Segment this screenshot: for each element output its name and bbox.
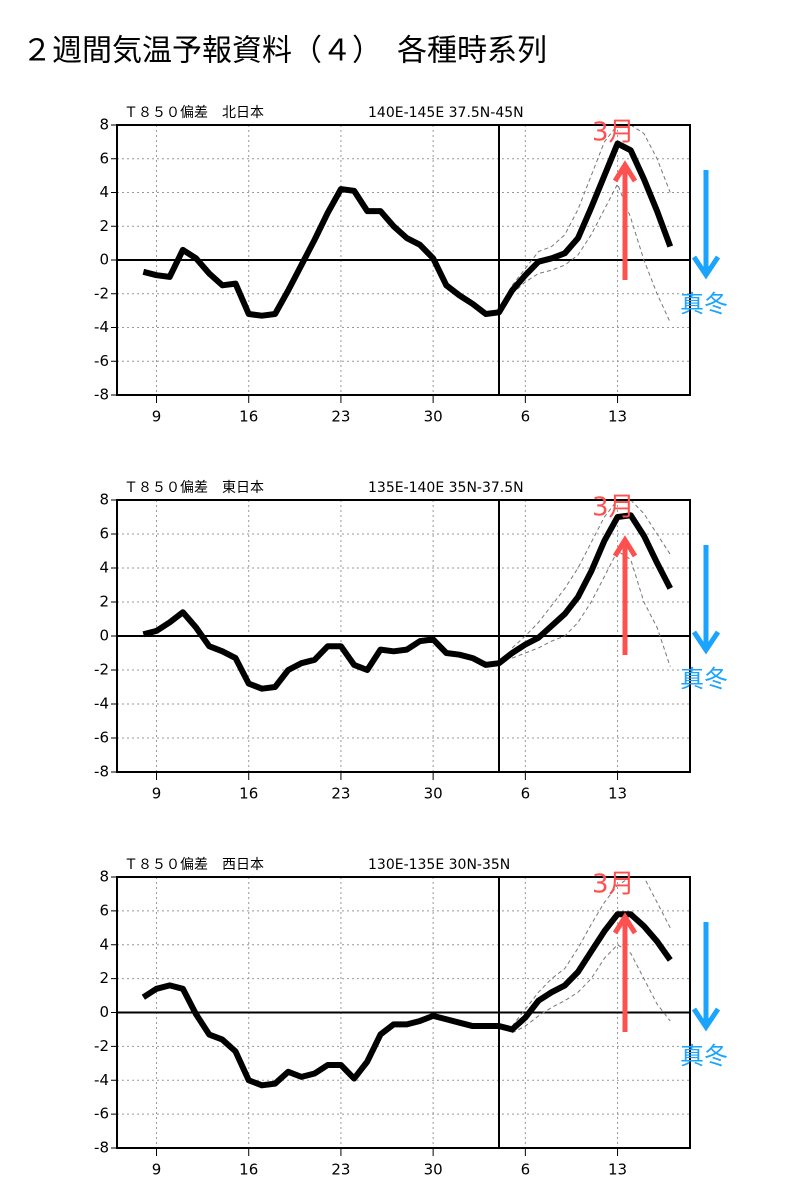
page-title: ２週間気温予報資料（４） 各種時系列: [22, 34, 547, 69]
y-tick-label: 6: [99, 149, 109, 167]
x-tick-label: 30: [424, 408, 443, 426]
data-line: [142, 512, 673, 692]
chart-subtitle: 135E-140E 35N-37.5N: [368, 480, 524, 496]
x-tick-label: 13: [608, 785, 627, 803]
x-tick-label: 6: [521, 408, 531, 426]
y-tick-label: -2: [94, 1037, 109, 1055]
x-tick-label: 13: [608, 1161, 627, 1179]
x-tick-label: 6: [521, 785, 531, 803]
y-tick-label: 6: [99, 525, 109, 543]
annotation-red: 3月: [592, 870, 635, 900]
x-tick-label: 23: [331, 785, 350, 803]
x-tick-label: 23: [331, 1161, 350, 1179]
y-tick-label: -2: [94, 661, 109, 679]
x-tick-label: 30: [424, 785, 443, 803]
chart-title: Ｔ８５０偏差 東日本: [124, 480, 264, 496]
y-tick-label: 2: [99, 969, 109, 987]
annotation-blue: 真冬: [680, 290, 728, 318]
y-tick-label: -8: [94, 1139, 109, 1157]
y-tick-label: -8: [94, 386, 109, 404]
y-tick-label: -4: [94, 318, 109, 336]
y-tick-label: -6: [94, 352, 109, 370]
ensemble-line: [511, 182, 671, 323]
blue-arrow-head: [691, 255, 721, 280]
red-arrow-head: [612, 160, 638, 183]
x-tick-label: 6: [521, 1161, 531, 1179]
x-tick-label: 9: [152, 785, 162, 803]
ensemble-line: [511, 499, 671, 649]
x-tick-label: 9: [152, 1161, 162, 1179]
red-arrow-head: [612, 912, 638, 935]
chart-title: Ｔ８５０偏差 西日本: [124, 857, 264, 873]
y-tick-label: 0: [99, 1003, 109, 1021]
y-tick-label: 2: [99, 593, 109, 611]
x-tick-label: 30: [424, 1161, 443, 1179]
y-tick-label: 4: [99, 559, 109, 577]
x-tick-label: 9: [152, 408, 162, 426]
chart-title: Ｔ８５０偏差 北日本: [124, 105, 264, 121]
x-tick-label: 23: [331, 408, 350, 426]
plot-frame: [116, 124, 691, 396]
y-tick-label: -4: [94, 1071, 109, 1089]
chart-subtitle: 140E-145E 37.5N-45N: [368, 105, 524, 121]
y-tick-label: -8: [94, 763, 109, 781]
blue-arrow-head: [691, 630, 721, 655]
x-tick-label: 16: [239, 408, 258, 426]
y-tick-label: 0: [99, 627, 109, 645]
y-tick-label: 6: [99, 901, 109, 919]
y-tick-label: 8: [99, 491, 109, 509]
annotation-red: 3月: [592, 118, 635, 148]
red-arrow-head: [612, 535, 638, 558]
y-tick-label: 4: [99, 935, 109, 953]
data-line: [141, 911, 673, 1089]
x-tick-label: 16: [239, 785, 258, 803]
y-tick-label: -6: [94, 1105, 109, 1123]
y-tick-label: -6: [94, 729, 109, 747]
x-tick-label: 16: [239, 1161, 258, 1179]
annotation-blue: 真冬: [680, 665, 728, 693]
y-tick-label: 8: [99, 116, 109, 134]
y-tick-label: 2: [99, 217, 109, 235]
ensemble-line: [511, 124, 671, 286]
annotation-blue: 真冬: [680, 1042, 728, 1070]
ensemble-line: [511, 944, 671, 1034]
y-tick-label: -4: [94, 695, 109, 713]
y-tick-label: 8: [99, 868, 109, 886]
y-tick-label: -2: [94, 284, 109, 302]
y-tick-label: 4: [99, 183, 109, 201]
plot-frame: [116, 876, 691, 1149]
annotation-red: 3月: [592, 493, 635, 523]
x-tick-label: 13: [608, 408, 627, 426]
blue-arrow-head: [691, 1007, 721, 1032]
y-tick-label: 0: [99, 251, 109, 269]
ensemble-line: [511, 550, 671, 667]
chart-subtitle: 130E-135E 30N-35N: [368, 857, 510, 873]
data-line: [142, 140, 674, 319]
plot-frame: [116, 499, 691, 773]
